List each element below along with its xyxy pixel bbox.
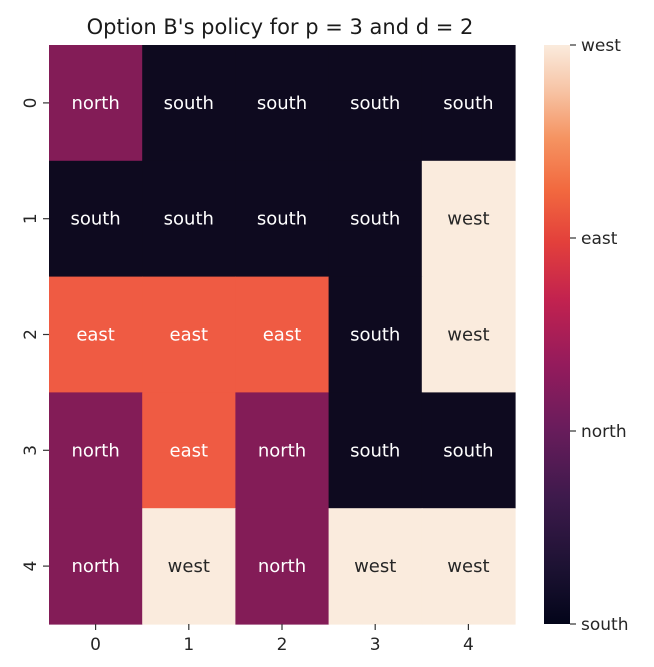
heatmap-cell (328, 392, 423, 509)
x-tick-label: 4 (463, 635, 474, 655)
heatmap-cell (235, 160, 330, 278)
cell-label: south (70, 209, 120, 230)
cell-label: west (168, 556, 210, 577)
heatmap-cell (235, 508, 330, 625)
heatmap-cell (49, 276, 143, 393)
cell-label: east (170, 440, 209, 461)
cell-label: north (258, 556, 306, 577)
heatmap-cell (328, 160, 423, 278)
heatmap-cell (49, 392, 143, 509)
cell-label: south (350, 325, 400, 346)
chart-title: Option B's policy for p = 3 and d = 2 (87, 15, 474, 39)
heatmap-cell (421, 276, 516, 393)
cell-label: west (354, 556, 396, 577)
heatmap-cells: north south south south south south south south… (49, 45, 516, 625)
heatmap-cell (49, 45, 143, 162)
colorbar (544, 45, 570, 624)
heatmap-cell (49, 508, 143, 625)
cell-label: west (447, 209, 489, 230)
heatmap-cell (328, 45, 423, 162)
cell-label: east (263, 325, 302, 346)
heatmap-cell (142, 160, 236, 278)
heatmap-cell (49, 160, 143, 278)
cell-label: south (443, 440, 493, 461)
heatmap-cell (235, 392, 330, 509)
heatmap-cell (421, 392, 516, 509)
heatmap-cell (142, 276, 236, 393)
colorbar-tick-label: west (581, 36, 621, 56)
colorbar-tick-label: east (581, 229, 618, 249)
cell-label: south (350, 93, 400, 114)
cell-label: south (350, 209, 400, 230)
cell-label: south (257, 209, 307, 230)
cell-label: north (258, 440, 306, 461)
cell-label: east (76, 325, 115, 346)
cell-label: north (71, 556, 119, 577)
y-axis: 0 1 2 3 4 (21, 97, 49, 572)
cell-label: north (71, 440, 119, 461)
x-axis: 0 1 2 3 4 (90, 624, 474, 655)
cell-label: south (164, 93, 214, 114)
y-tick-label: 1 (21, 213, 41, 224)
heatmap-cell (235, 276, 330, 393)
heatmap-cell (421, 45, 516, 162)
heatmap-cell (328, 508, 423, 625)
x-tick-label: 1 (183, 635, 194, 655)
heatmap-cell (328, 276, 423, 393)
colorbar-ticks: west east north south (570, 36, 628, 635)
colorbar-tick-label: north (581, 422, 627, 442)
colorbar-tick-label: south (581, 615, 628, 635)
heatmap-cell (142, 508, 236, 625)
x-tick-label: 3 (370, 635, 381, 655)
cell-label: north (71, 93, 119, 114)
heatmap-cell (421, 508, 516, 625)
heatmap-cell (142, 392, 236, 509)
heatmap-cell (421, 160, 516, 278)
x-tick-label: 2 (277, 635, 288, 655)
heatmap-cell (235, 45, 330, 162)
y-tick-label: 4 (21, 561, 41, 572)
cell-label: east (170, 325, 209, 346)
y-tick-label: 2 (21, 329, 41, 340)
y-tick-label: 0 (21, 97, 41, 108)
cell-label: west (447, 556, 489, 577)
cell-label: south (443, 93, 493, 114)
y-tick-label: 3 (21, 445, 41, 456)
cell-label: south (164, 209, 214, 230)
heatmap-cell (142, 45, 236, 162)
cell-label: west (447, 325, 489, 346)
x-tick-label: 0 (90, 635, 101, 655)
cell-label: south (350, 440, 400, 461)
cell-label: south (257, 93, 307, 114)
